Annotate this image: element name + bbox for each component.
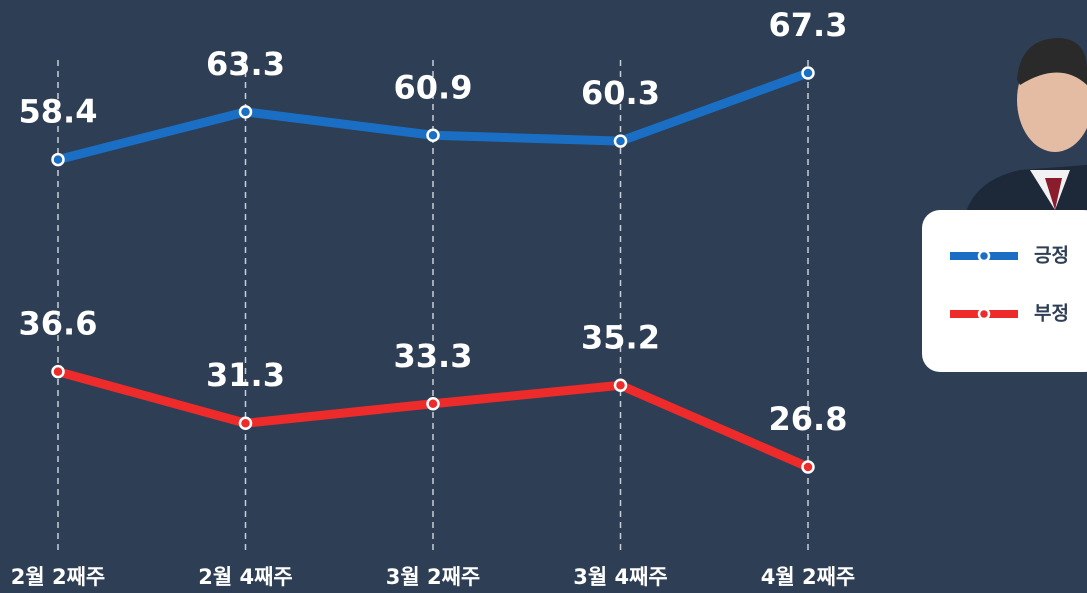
x-tick-label: 3월 4째주: [573, 565, 668, 589]
data-label: 31.3: [206, 356, 285, 394]
x-tick-label: 2월 2째주: [11, 565, 106, 589]
legend-dot: [979, 251, 989, 261]
legend-label: 긍정: [1034, 245, 1069, 267]
data-label: 36.6: [19, 305, 98, 343]
point: [615, 380, 626, 391]
data-label: 63.3: [206, 45, 285, 83]
point: [803, 462, 814, 473]
data-label: 60.3: [581, 74, 660, 112]
x-tick-label: 4월 2째주: [761, 565, 856, 589]
point: [803, 68, 814, 79]
x-tick-label: 2월 4째주: [198, 565, 293, 589]
point: [428, 398, 439, 409]
legend-label: 부정: [1034, 303, 1069, 325]
data-label: 60.9: [394, 68, 473, 106]
data-label: 35.2: [581, 318, 660, 356]
data-label: 26.8: [769, 400, 848, 438]
point: [240, 106, 251, 117]
point: [428, 130, 439, 141]
x-tick-label: 3월 2째주: [386, 565, 481, 589]
point: [240, 418, 251, 429]
page: {"chart_data": {"type": "line", "categor…: [0, 0, 1087, 593]
chart: 2월 2째주 2월 4째주 3월 2째주 3월 4째주 4월 2째주 58.4 63.3 60…: [0, 0, 1087, 593]
data-label: 58.4: [19, 93, 98, 131]
point: [53, 366, 64, 377]
point: [615, 136, 626, 147]
data-label: 33.3: [394, 337, 473, 375]
legend-dot: [979, 309, 989, 319]
point: [53, 154, 64, 165]
legend-box: [922, 210, 1087, 372]
data-label: 67.3: [769, 6, 848, 44]
